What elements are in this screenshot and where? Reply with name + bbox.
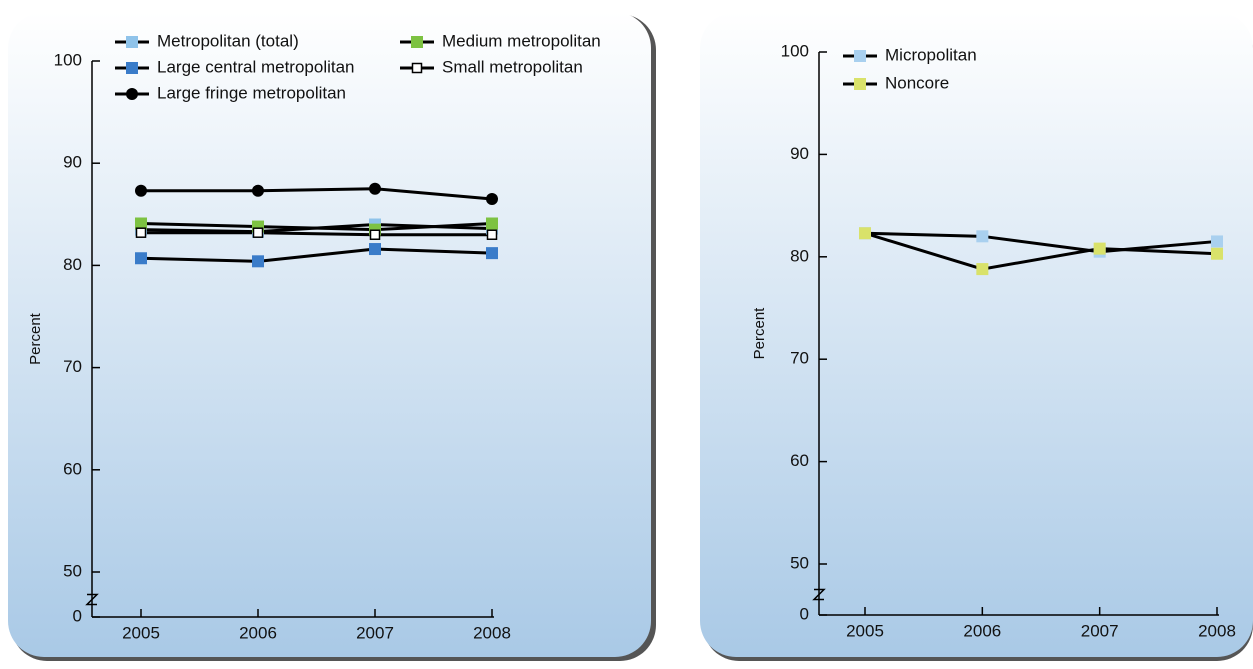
y-tick-label: 50	[63, 561, 82, 580]
x-tick-label: 2005	[846, 621, 884, 640]
y-tick-label: 0	[800, 604, 809, 623]
y-axis-label: Percent	[27, 312, 44, 365]
legend-label: Medium metropolitan	[442, 31, 601, 50]
marker	[976, 230, 989, 243]
marker	[135, 252, 147, 265]
marker	[976, 263, 989, 276]
y-tick-label: 70	[790, 349, 809, 368]
marker	[486, 229, 498, 240]
axis-break	[812, 588, 826, 601]
legend-marker	[126, 62, 138, 74]
marker	[1093, 242, 1106, 255]
series-line	[864, 231, 1218, 254]
series-line	[141, 187, 493, 201]
x-tick-label: 2007	[356, 623, 394, 642]
marker	[252, 227, 264, 238]
x-tick-label: 2007	[1081, 621, 1119, 640]
y-tick-label: 100	[54, 50, 82, 69]
legend-marker	[126, 36, 138, 48]
legend-marker	[854, 50, 866, 62]
marker	[135, 227, 147, 238]
marker	[369, 243, 381, 256]
panel	[8, 12, 651, 657]
series-line	[140, 247, 493, 263]
panel	[700, 12, 1253, 657]
y-tick-label: 70	[63, 357, 82, 376]
y-tick-label: 60	[790, 451, 809, 470]
y-tick-label: 80	[790, 246, 809, 265]
series-line	[140, 221, 493, 232]
y-tick-label: 90	[63, 153, 82, 172]
marker	[486, 217, 498, 230]
legend-label: Noncore	[885, 73, 949, 92]
series-line	[864, 231, 1218, 271]
legend-marker	[126, 88, 138, 100]
marker	[135, 217, 147, 230]
marker	[369, 182, 381, 195]
series-line	[141, 231, 492, 237]
x-tick-label: 2008	[473, 623, 511, 642]
legend-label: Large fringe metropolitan	[157, 83, 346, 102]
marker	[252, 255, 264, 268]
x-tick-label: 2006	[963, 621, 1001, 640]
marker	[1211, 235, 1223, 248]
legend-marker	[411, 62, 423, 74]
y-tick-label: 80	[63, 255, 82, 274]
legend-marker	[854, 78, 866, 90]
legend-label: Large central metropolitan	[157, 57, 355, 76]
y-tick-label: 100	[781, 41, 809, 60]
x-tick-label: 2006	[239, 623, 277, 642]
x-tick-label: 2008	[1198, 621, 1236, 640]
legend-marker	[411, 36, 423, 48]
y-tick-label: 60	[63, 459, 82, 478]
axis-break	[85, 593, 99, 606]
marker	[486, 192, 498, 205]
y-tick-label: 90	[790, 144, 809, 163]
y-tick-label: 0	[73, 606, 82, 625]
marker	[135, 184, 147, 197]
y-axis-label: Percent	[751, 307, 768, 360]
marker	[252, 184, 264, 197]
marker	[369, 229, 381, 240]
marker	[1211, 247, 1223, 260]
marker	[859, 227, 871, 240]
legend-label: Small metropolitan	[442, 57, 583, 76]
y-tick-label: 50	[790, 553, 809, 572]
x-tick-label: 2005	[122, 623, 160, 642]
legend-label: Metropolitan (total)	[157, 31, 299, 50]
legend-label: Micropolitan	[885, 45, 977, 64]
marker	[486, 247, 498, 260]
